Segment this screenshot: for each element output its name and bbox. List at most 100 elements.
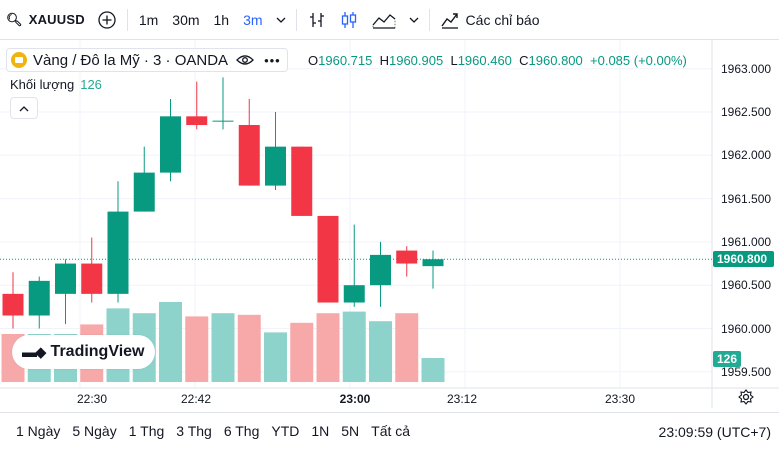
range-1d[interactable]: 1 Ngày: [16, 423, 61, 439]
candle-body: [186, 116, 208, 125]
candle-body: [422, 259, 444, 267]
interval-3m[interactable]: 3m: [243, 11, 263, 28]
indicators-icon: [440, 12, 458, 29]
range-ytd[interactable]: YTD: [271, 423, 300, 439]
symbol-title: Vàng / Đô la Mỹ · 3 · OANDA: [33, 51, 229, 69]
volume-bar: [342, 311, 366, 382]
volume-bar: [264, 332, 287, 382]
area-chart-icon: [372, 13, 395, 29]
candle-body: [107, 211, 129, 294]
high-value: 1960.905: [388, 53, 444, 68]
price-tick-label: 1960.000: [721, 321, 772, 336]
time-tick-label: 22:42: [180, 392, 212, 406]
interval-dropdown[interactable]: [270, 0, 292, 40]
candle-body: [2, 293, 24, 316]
candles-style-button[interactable]: [333, 0, 365, 40]
volume-value: 126: [80, 77, 102, 92]
candle-body: [343, 285, 365, 303]
candle-body: [81, 263, 103, 294]
time-tick-label: 22:30: [76, 392, 108, 406]
volume-bar: [395, 313, 419, 382]
candle-body: [396, 250, 418, 264]
symbol-search[interactable]: 🔍︎ XAUUSD: [0, 0, 91, 40]
price-tick-label: 1961.500: [721, 191, 772, 206]
range-5y[interactable]: 5N: [341, 423, 360, 439]
chart-type-dropdown[interactable]: [403, 0, 425, 40]
price-tick-label: 1960.500: [721, 278, 772, 293]
candle-body: [265, 146, 286, 186]
collapse-legend-button[interactable]: [10, 97, 38, 119]
interval-1h[interactable]: 1h: [213, 11, 230, 28]
top-toolbar: 🔍︎ XAUUSD 1m 30m 1h 3m Các chỉ báo: [0, 0, 779, 40]
price-tick-label: 1962.000: [721, 148, 772, 163]
range-1y[interactable]: 1N: [311, 423, 330, 439]
chevron-down-icon: [409, 17, 419, 23]
last-price-badge: 1960.800: [713, 251, 774, 268]
candle-body: [291, 146, 313, 216]
low-value: 1960.460: [457, 53, 512, 68]
eye-icon[interactable]: [236, 54, 254, 66]
candle-body: [370, 254, 391, 286]
volume-bar: [316, 313, 340, 382]
change-value: +0.085 (+0.00%): [590, 53, 687, 68]
candle-body: [55, 263, 76, 294]
open-key: O: [308, 53, 319, 68]
last-volume-badge: 126: [713, 351, 742, 367]
plus-circle-icon: [98, 10, 116, 29]
time-tick-label: 23:30: [604, 392, 636, 406]
volume-label: Khối lượng: [10, 77, 75, 92]
range-1m[interactable]: 1 Thg: [128, 423, 165, 439]
volume-bar: [369, 321, 392, 382]
indicators-label: Các chỉ báo: [465, 11, 540, 28]
area-style-button[interactable]: [365, 0, 403, 40]
open-value: 1960.715: [318, 53, 373, 68]
candle-body: [28, 280, 50, 316]
range-5d[interactable]: 5 Ngày: [72, 423, 117, 439]
candle-body: [317, 215, 339, 303]
volume-bar: [159, 302, 182, 382]
bars-style-button[interactable]: [301, 0, 333, 40]
chevron-up-icon: [19, 105, 29, 111]
candle-body: [133, 172, 155, 212]
divider: [295, 8, 297, 31]
symbol-label: XAUUSD: [28, 12, 85, 27]
compare-symbol-button[interactable]: [91, 0, 123, 40]
candle-body: [238, 124, 260, 186]
range-6m[interactable]: 6 Thg: [223, 423, 260, 439]
more-icon[interactable]: •••: [264, 52, 281, 68]
logo-text: TradingView: [50, 343, 145, 360]
search-icon: 🔍︎: [6, 11, 23, 27]
volume-legend[interactable]: Khối lượng 126: [10, 77, 102, 92]
volume-bar: [290, 322, 314, 382]
clock[interactable]: 23:09:59 (UTC+7): [658, 424, 771, 440]
low-key: L: [450, 53, 458, 68]
ohlc-values: O1960.715 H1960.905 L1960.460 C1960.800 …: [308, 53, 687, 68]
indicators-button[interactable]: Các chỉ báo: [434, 0, 546, 40]
price-tick-label: 1963.000: [721, 61, 772, 76]
settings-gear-icon: [738, 389, 754, 405]
divider: [126, 8, 128, 31]
range-all[interactable]: Tất cả: [371, 423, 411, 439]
time-tick-label: 23:12: [446, 392, 478, 406]
close-key: C: [519, 53, 529, 68]
gold-coin-icon: [11, 52, 27, 68]
tradingview-logo[interactable]: ▬◆ TradingView: [12, 335, 155, 369]
close-value: 1960.800: [528, 53, 583, 68]
bottom-toolbar: 1 Ngày 5 Ngày 1 Thg 3 Thg 6 Thg YTD 1N 5…: [0, 412, 779, 449]
volume-bar: [421, 358, 445, 382]
time-tick-label: 23:00: [339, 392, 371, 406]
interval-30m[interactable]: 30m: [172, 11, 200, 28]
price-tick-label: 1961.000: [721, 234, 772, 249]
volume-bar: [211, 313, 235, 382]
gear-icon[interactable]: [738, 389, 754, 409]
price-tick-label: 1962.500: [721, 105, 772, 119]
volume-bar: [185, 316, 209, 382]
divider: [428, 8, 430, 31]
symbol-legend[interactable]: Vàng / Đô la Mỹ · 3 · OANDA •••: [6, 48, 288, 72]
volume-bar: [237, 314, 261, 382]
candles-icon: [341, 11, 356, 28]
interval-1m[interactable]: 1m: [138, 11, 159, 28]
bars-icon: [309, 12, 324, 27]
range-3m[interactable]: 3 Thg: [176, 423, 212, 439]
price-tick-label: 1959.500: [721, 364, 772, 379]
